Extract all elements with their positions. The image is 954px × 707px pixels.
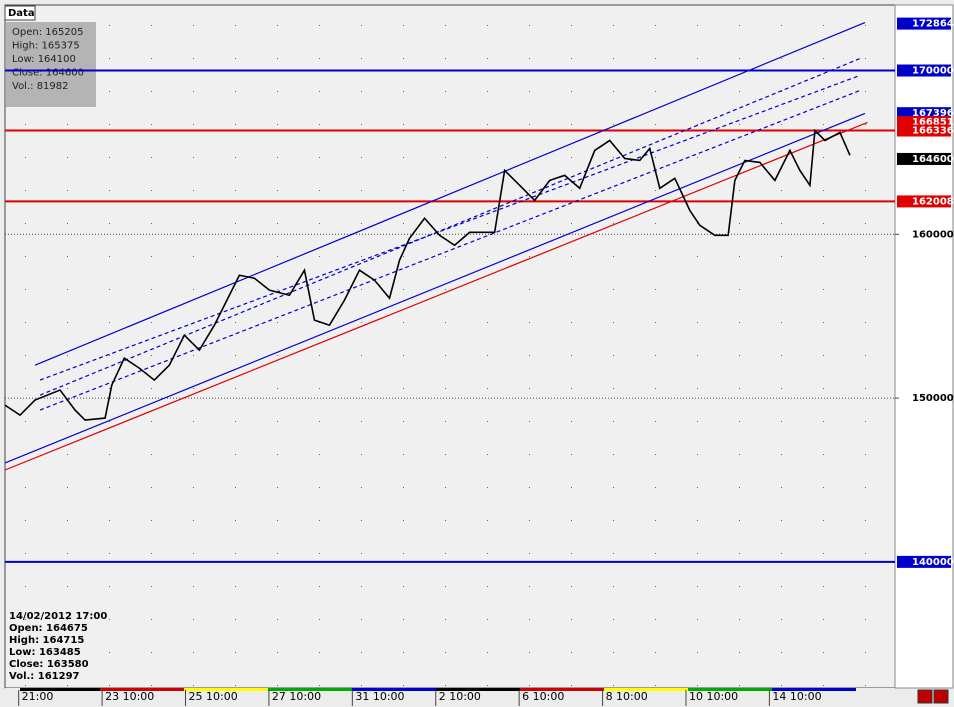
level-label: 140000 [912,557,954,568]
strip [688,688,772,691]
strip [436,688,520,691]
x-tick-label: 23 10:00 [105,690,154,703]
strip [184,688,268,691]
level-box [897,124,951,137]
trend-line [39,74,861,381]
info-box [6,22,96,107]
x-tick-label: 14 10:00 [772,690,821,703]
x-tick-label: 31 10:00 [355,690,404,703]
trend-line [34,21,866,366]
level-box [897,195,951,208]
time-strip [20,688,856,691]
level-box [897,64,951,77]
info-line: High: 164715 [9,635,84,646]
x-tick-label: 6 10:00 [522,690,564,703]
info-line: Close: 163580 [9,659,89,670]
level-label: 164600 [912,154,954,165]
info-line: Low: 163485 [9,647,81,658]
level-box [897,17,951,30]
scroll-left-button[interactable] [917,689,933,704]
strip [520,688,604,691]
info-line: Vol.: 161297 [9,671,80,682]
y-tick-label: 150000 [912,393,954,404]
info-line: Close: 164600 [12,68,84,79]
strip [20,688,100,691]
trend-line [4,121,868,471]
info-line: 14/02/2012 17:00 [9,611,107,622]
strip [352,688,436,691]
level-label: 166336 [912,126,954,137]
x-tick-label: 21:00 [22,690,54,703]
level-label: 166851 [912,117,954,128]
x-tick-label: 8 10:00 [606,690,648,703]
info-line: Low: 164100 [12,54,76,65]
x-tick-label: 2 10:00 [439,690,481,703]
level-label: 170000 [912,66,954,77]
data-tab-label: Data [8,8,35,19]
time-axis [5,688,895,706]
info-line: High: 165375 [12,41,80,52]
info-line: Open: 165205 [12,27,83,38]
strip [268,688,352,691]
price-line [4,128,851,421]
strip [772,688,856,691]
info-line: Open: 164675 [9,623,88,634]
scroll-right-button[interactable] [933,689,949,704]
trend-line [39,58,861,396]
level-box [897,555,951,568]
info-line: Vol.: 81982 [12,81,69,92]
x-tick-label: 27 10:00 [272,690,321,703]
strip [604,688,688,691]
level-box [897,152,951,165]
strip [100,688,184,691]
x-tick-label: 25 10:00 [189,690,238,703]
y-tick-label: 160000 [912,229,954,240]
dot-grid [5,5,895,688]
level-label: 167396 [912,108,954,119]
level-label: 162008 [912,196,954,207]
level-label: 172864 [912,19,954,30]
trend-line [4,112,866,464]
data-tab[interactable] [4,5,36,21]
x-tick-label: 10 10:00 [689,690,738,703]
